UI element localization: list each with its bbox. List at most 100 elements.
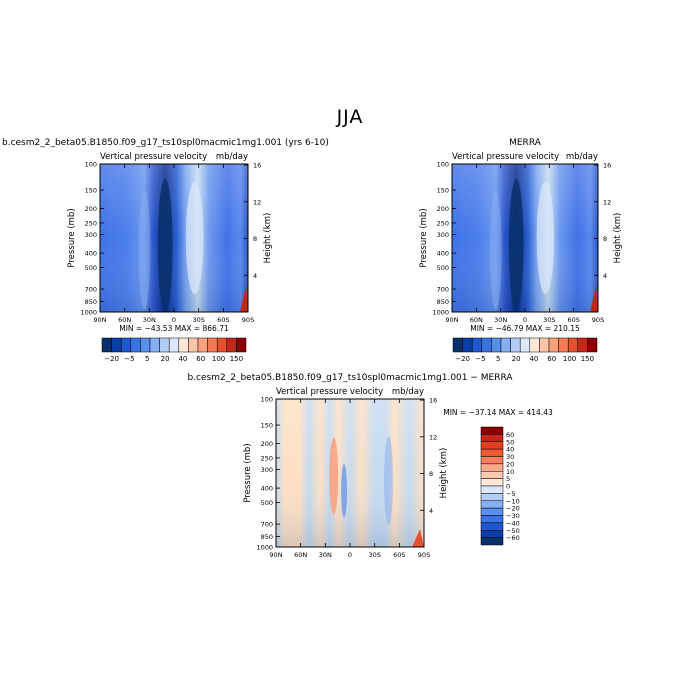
y-tick-label: 100 (261, 396, 273, 404)
updraft-core (157, 178, 173, 312)
y-tick-label: 300 (85, 231, 97, 239)
x-tick-label: 60N (470, 316, 483, 324)
colorbar-label: 150 (230, 355, 243, 363)
x-tick-label: 60N (294, 551, 307, 559)
colorbar-box (480, 507, 504, 516)
colorbar-label: −60 (506, 534, 520, 542)
colorbar-box (480, 515, 504, 524)
colorbar-box (236, 337, 247, 353)
y-tick-label: 700 (261, 521, 273, 529)
colorbar-label: 5 (506, 475, 510, 483)
contour-band (489, 190, 502, 310)
colorbar-box (587, 337, 598, 353)
panel-title: b.cesm2_2_beta05.B1850.f09_g17_ts10spl0m… (187, 373, 513, 383)
colorbar-box (178, 337, 189, 353)
y-right-tick-label: 12 (253, 198, 261, 206)
colorbar-box (529, 337, 540, 353)
colorbar: −20 −5 5 20 40 60 100 150 (101, 337, 247, 363)
colorbar-box (480, 441, 504, 450)
colorbar-label: 5 (145, 355, 149, 363)
colorbar-box (480, 434, 504, 442)
colorbar-label: 40 (529, 355, 538, 363)
colorbar-box (471, 337, 483, 353)
y-tick-label: 400 (85, 250, 97, 258)
y-axis-label: Pressure (mb) (67, 208, 77, 267)
y-tick-label: 850 (261, 533, 273, 541)
colorbar-label: 150 (581, 355, 594, 363)
colorbar-box (510, 337, 521, 353)
colorbar-box (567, 337, 579, 353)
colorbar-label: 20 (506, 460, 514, 468)
colorbar-box (452, 337, 463, 353)
colorbar-label: −5 (124, 355, 134, 363)
x-tick-label: 60S (217, 316, 229, 324)
colorbar-box (480, 478, 504, 487)
x-tick-label: 90N (93, 316, 106, 324)
contour-shading (276, 399, 424, 547)
positive-anomaly (329, 437, 339, 515)
y-tick-label: 850 (85, 298, 97, 306)
colorbar-box (149, 337, 160, 353)
colorbar-box (480, 493, 504, 501)
x-tick-label: 30N (143, 316, 156, 324)
colorbar-label: −30 (506, 512, 520, 520)
min-max-label: MIN = −37.14 MAX = 414.43 (443, 408, 553, 417)
colorbar-label: 5 (496, 355, 500, 363)
colorbar-box (226, 337, 237, 353)
x-tick-label: 90N (269, 551, 282, 559)
panel-obs: MERRA Vertical pressure velocity mb/day 90N… (419, 138, 623, 363)
y-tick-label: 200 (261, 440, 273, 448)
y-axis-label: Pressure (mb) (419, 208, 429, 267)
y-tick-label: 300 (437, 231, 449, 239)
colorbar-box (480, 456, 504, 465)
colorbar-box (168, 337, 180, 353)
colorbar-label: −5 (475, 355, 485, 363)
y-tick-label: 700 (85, 286, 97, 294)
y-tick-label: 100 (437, 161, 449, 169)
panel-subtitle-left: Vertical pressure velocity (100, 152, 207, 162)
positive-patch (412, 529, 424, 547)
colorbar-box (197, 337, 208, 353)
x-tick-label: 0 (348, 551, 352, 559)
y-tick-label: 150 (85, 187, 97, 195)
x-tick-label: 60S (393, 551, 405, 559)
colorbar-box (130, 337, 141, 353)
colorbar-label: −10 (506, 497, 520, 505)
colorbar-label: 50 (506, 438, 514, 446)
y-tick-label: 200 (85, 205, 97, 213)
colorbar-box (480, 471, 504, 479)
y-right-tick-label: 4 (603, 272, 607, 280)
colorbar-label: 40 (506, 446, 514, 454)
y-right-tick-label: 12 (429, 433, 437, 441)
colorbar-box (140, 337, 151, 353)
x-tick-label: 30N (319, 551, 332, 559)
x-tick-label: 60S (567, 316, 579, 324)
colorbar-box (480, 537, 504, 546)
y-tick-label: 100 (85, 161, 97, 169)
colorbar-box (539, 337, 550, 353)
x-tick-label: 0 (172, 316, 176, 324)
positive-patch (240, 285, 248, 312)
x-tick-label: 30S (192, 316, 204, 324)
x-tick-label: 90S (592, 316, 604, 324)
negative-anomaly (384, 436, 393, 525)
colorbar-label: 40 (178, 355, 187, 363)
y-tick-label: 700 (437, 286, 449, 294)
colorbar-box (188, 337, 199, 353)
y-right-tick-label: 4 (429, 507, 433, 515)
positive-patch (590, 285, 598, 312)
colorbar-box (480, 522, 504, 531)
panel-subtitle-right: mb/day (392, 387, 424, 397)
colorbar-label: 20 (512, 355, 521, 363)
colorbar-label: 100 (563, 355, 576, 363)
y-tick-label: 500 (261, 499, 273, 507)
colorbar-box (159, 337, 170, 353)
colorbar-label: 60 (547, 355, 556, 363)
colorbar-label: −40 (506, 519, 520, 527)
colorbar-box (480, 530, 504, 538)
colorbar-box (577, 337, 588, 353)
y-tick-label: 500 (85, 264, 97, 272)
y-tick-label: 200 (437, 205, 449, 213)
